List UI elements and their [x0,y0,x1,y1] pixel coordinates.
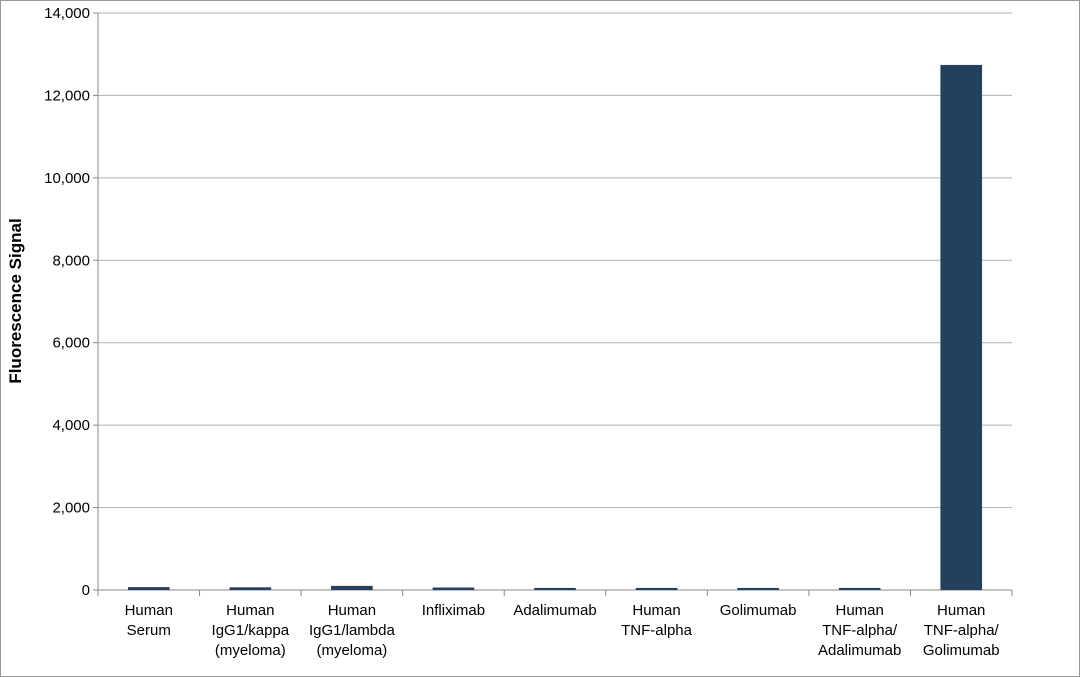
bar [940,64,983,591]
x-tick-label-line: Adalimumab [818,642,901,659]
y-tick-label: 4,000 [52,417,90,434]
x-tick-label-line: Human [835,602,883,619]
y-tick-label: 6,000 [52,335,90,352]
x-tick-label-line: Infliximab [422,602,485,619]
x-tick-label: Infliximab [422,602,485,619]
x-tick-label-line: IgG1/lambda [309,622,396,639]
x-tick-label-line: Human [328,602,376,619]
x-tick-label: Human IgG1/lambda (myeloma) [309,602,396,659]
y-tick-label: 10,000 [44,170,90,187]
y-axis-label: Fluorescence Signal [6,218,25,383]
bar [331,585,373,590]
bar [127,587,170,590]
x-tick-label: Human TNF-alpha/Adalimumab [818,602,901,659]
bar [838,587,881,590]
x-tick-label: Human Serum [125,602,173,639]
x-tick-label: Adalimumab [513,602,596,619]
bar [229,587,272,590]
x-tick-label-line: Serum [127,622,171,639]
x-tick-label-line: Golimumab [720,602,797,619]
x-tick-label-line: Human [125,602,173,619]
x-tick-label-line: TNF-alpha [621,622,693,639]
bar [737,587,779,590]
y-tick-label: 14,000 [44,5,90,22]
x-tick-label-line: TNF-alpha/ [822,622,898,639]
y-tick-label: 0 [82,582,90,599]
x-tick-label-line: Adalimumab [513,602,596,619]
x-tick-label-line: Human [937,602,985,619]
bar [635,587,678,590]
y-tick-label: 8,000 [52,252,90,269]
x-tick-label-line: Golimumab [923,642,1000,659]
y-tick-label: 2,000 [52,500,90,517]
bar [534,587,576,590]
x-tick-label: Human IgG1/kappa (myeloma) [212,602,290,659]
x-tick-label: Human TNF-alpha [621,602,693,639]
x-tick-label-line: Human [632,602,680,619]
x-tick-label-line: IgG1/kappa [212,622,290,639]
x-tick-label-line: (myeloma) [215,642,286,659]
x-tick-label: Golimumab [720,602,797,619]
x-tick-label-line: TNF-alpha/ [924,622,1000,639]
y-tick-label: 12,000 [44,87,90,104]
x-tick-label: Human TNF-alpha/Golimumab [923,602,1000,659]
x-tick-label-line: Human [226,602,274,619]
bar [432,587,475,590]
x-tick-label-line: (myeloma) [316,642,387,659]
